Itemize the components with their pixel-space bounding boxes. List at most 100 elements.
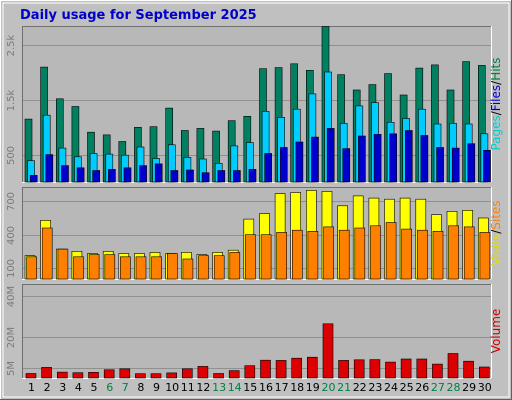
bar-volume [432, 363, 443, 379]
bar-pages [311, 136, 319, 183]
bar-sites [385, 222, 397, 280]
day-label: 17 [275, 381, 289, 394]
day-label: 18 [290, 381, 304, 394]
bar-sites [245, 234, 256, 280]
bar-sites [151, 256, 162, 280]
bar-volume [103, 369, 115, 379]
bar-pages [123, 167, 132, 183]
panel-bot: 5M 20M 40M [6, 284, 492, 379]
day-label: 6 [106, 381, 113, 394]
day-label: 23 [368, 381, 382, 394]
y-tick-label: 700 [6, 192, 17, 211]
bar-volume [291, 357, 303, 379]
day-label: 21 [337, 381, 351, 394]
day-label: 28 [447, 381, 461, 394]
bar-pages [358, 135, 366, 183]
bar-volume [182, 368, 193, 379]
bar-volume [197, 366, 209, 379]
bar-volume [228, 370, 240, 379]
bar-volume [72, 372, 84, 379]
bar-pages [61, 165, 69, 183]
y-tick-label: 400 [6, 226, 17, 245]
bar-sites [135, 256, 147, 280]
day-label: 24 [384, 381, 398, 394]
day-label: 25 [400, 381, 414, 394]
day-label: 11 [181, 381, 195, 394]
bar-volume [150, 373, 162, 379]
day-label: 22 [353, 381, 367, 394]
side-label-mid: Visits/Sites [489, 200, 503, 265]
bar-sites [104, 254, 116, 280]
panel-background [22, 284, 491, 378]
bar-sites [88, 254, 100, 280]
bar-sites [213, 255, 225, 280]
chart-title: Daily usage for September 2025 [20, 8, 257, 23]
bar-sites [370, 225, 381, 280]
bar-sites [432, 231, 444, 280]
bar-volume [322, 323, 334, 379]
day-label: 4 [75, 381, 82, 394]
bar-volume [416, 358, 428, 379]
y-tick-label: 100 [6, 259, 17, 278]
side-label-part: Hits [489, 57, 503, 80]
bar-sites [463, 226, 475, 280]
bar-volume [88, 371, 99, 379]
side-label-part: Pages [489, 115, 503, 150]
panel-mid: 100 400 700 [6, 187, 492, 280]
side-label-part: Sites [489, 200, 503, 229]
bar-sites [229, 252, 241, 280]
y-tick-label: 20M [6, 327, 17, 348]
bar-volume [369, 359, 381, 379]
bar-pages [108, 169, 116, 183]
bar-pages [483, 150, 491, 183]
bar-volume [306, 356, 318, 379]
side-label-top: Pages/Files/Hits [489, 57, 503, 150]
day-label: 30 [478, 381, 492, 394]
day-label: 10 [165, 381, 179, 394]
bar-pages [170, 170, 179, 183]
bar-volume [385, 361, 396, 379]
day-label: 13 [212, 381, 226, 394]
side-label-part: Files [489, 85, 503, 111]
bar-pages [420, 135, 429, 183]
chart-panels: 500 1.5k 2.5k 100 400 700 5M 20M 40M [6, 26, 492, 379]
panel-background [22, 187, 491, 279]
side-label-part: / [489, 80, 503, 85]
day-labels: 1 2 3 4 5 6 7 8 9 10 11 12 13 14 15 16 17 18 19 20 21 22 23 24 2… [28, 381, 492, 394]
bar-pages [45, 154, 54, 183]
bar-volume [56, 371, 68, 379]
bar-sites [73, 256, 84, 280]
bar-sites [182, 258, 194, 280]
y-tick-label: 1.5k [6, 89, 17, 111]
bar-pages [29, 175, 38, 183]
bar-pages [139, 165, 147, 183]
bar-volume [244, 365, 256, 379]
bar-sites [307, 231, 319, 280]
bar-volume [338, 360, 349, 379]
day-label: 2 [44, 381, 51, 394]
bar-sites [323, 226, 334, 280]
bar-volume [275, 360, 287, 379]
day-label: 29 [462, 381, 476, 394]
bar-volume [41, 367, 52, 379]
day-label: 16 [259, 381, 273, 394]
bar-sites [291, 229, 303, 280]
day-label: 5 [91, 381, 98, 394]
day-label: 15 [243, 381, 257, 394]
bar-volume [25, 373, 37, 379]
bar-sites [338, 229, 350, 280]
bar-sites [354, 227, 366, 280]
bar-pages [92, 170, 100, 183]
bar-sites [167, 253, 178, 280]
day-label: 3 [59, 381, 66, 394]
bar-volume [213, 373, 224, 379]
side-label-part: / [489, 229, 503, 234]
bar-pages [436, 147, 444, 183]
bar-pages [186, 169, 194, 183]
bar-pages [373, 134, 382, 183]
panel-top: 500 1.5k 2.5k [6, 26, 492, 183]
bar-volume [463, 360, 474, 379]
